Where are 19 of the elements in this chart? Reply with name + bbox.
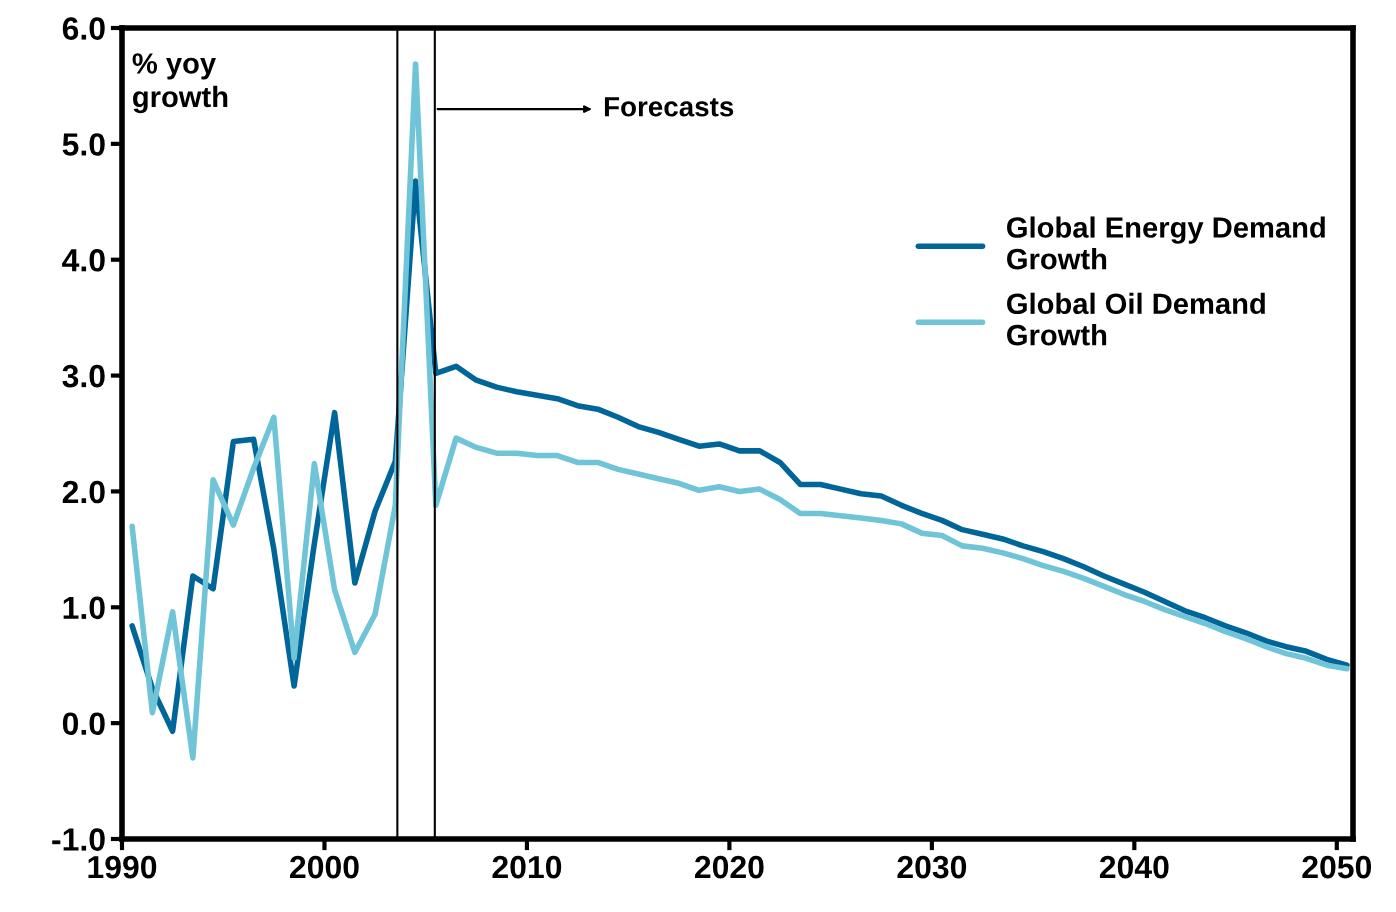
legend-label: Global Oil Demand Growth: [1007, 292, 1265, 346]
y-tick-label: 2.0: [62, 480, 105, 504]
y-tick-label: 1.0: [63, 596, 105, 620]
y-tick-label: 3.0: [62, 364, 105, 388]
y-tick-label: 4.0: [62, 248, 105, 272]
annotation: Forecasts: [604, 97, 734, 117]
x-tick-label: 2040: [1099, 855, 1169, 879]
x-tick-label: 2000: [290, 855, 359, 879]
y-tick-label: 6.0: [62, 17, 105, 40]
y-tick-label: 5.0: [62, 133, 105, 156]
x-tick-label: 2030: [897, 855, 967, 879]
y-tick-label: -1.0: [52, 828, 105, 851]
y-tick-label: 0.0: [62, 712, 105, 736]
x-tick-label: 2010: [492, 855, 562, 879]
x-tick-label: 1990: [88, 855, 157, 879]
x-tick-label: 2020: [694, 855, 764, 879]
x-tick-label: 2050: [1302, 855, 1372, 879]
y-axis-title: % yoy growth: [132, 53, 228, 114]
legend-label: Global Energy Demand Growth: [1007, 216, 1325, 270]
